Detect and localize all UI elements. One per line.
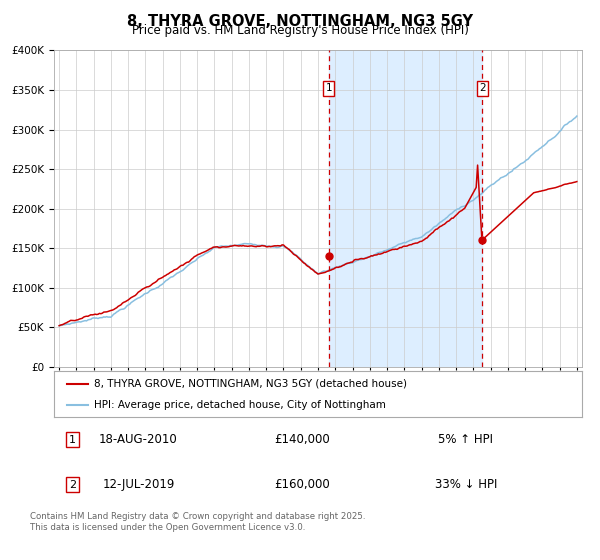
Text: 12-JUL-2019: 12-JUL-2019	[102, 478, 175, 491]
Text: 33% ↓ HPI: 33% ↓ HPI	[434, 478, 497, 491]
Text: 1: 1	[69, 435, 76, 445]
Text: 8, THYRA GROVE, NOTTINGHAM, NG3 5GY (detached house): 8, THYRA GROVE, NOTTINGHAM, NG3 5GY (det…	[94, 379, 407, 389]
Text: 2: 2	[479, 83, 486, 94]
Bar	[329, 50, 482, 367]
Text: 1: 1	[326, 83, 332, 94]
Text: £140,000: £140,000	[274, 433, 330, 446]
Text: 5% ↑ HPI: 5% ↑ HPI	[439, 433, 493, 446]
Text: 18-AUG-2010: 18-AUG-2010	[99, 433, 178, 446]
Text: Price paid vs. HM Land Registry's House Price Index (HPI): Price paid vs. HM Land Registry's House …	[131, 24, 469, 37]
Text: £160,000: £160,000	[274, 478, 330, 491]
Text: 2: 2	[69, 479, 76, 489]
Text: 8, THYRA GROVE, NOTTINGHAM, NG3 5GY: 8, THYRA GROVE, NOTTINGHAM, NG3 5GY	[127, 14, 473, 29]
Text: Contains HM Land Registry data © Crown copyright and database right 2025.
This d: Contains HM Land Registry data © Crown c…	[30, 512, 365, 532]
Text: HPI: Average price, detached house, City of Nottingham: HPI: Average price, detached house, City…	[94, 400, 385, 410]
